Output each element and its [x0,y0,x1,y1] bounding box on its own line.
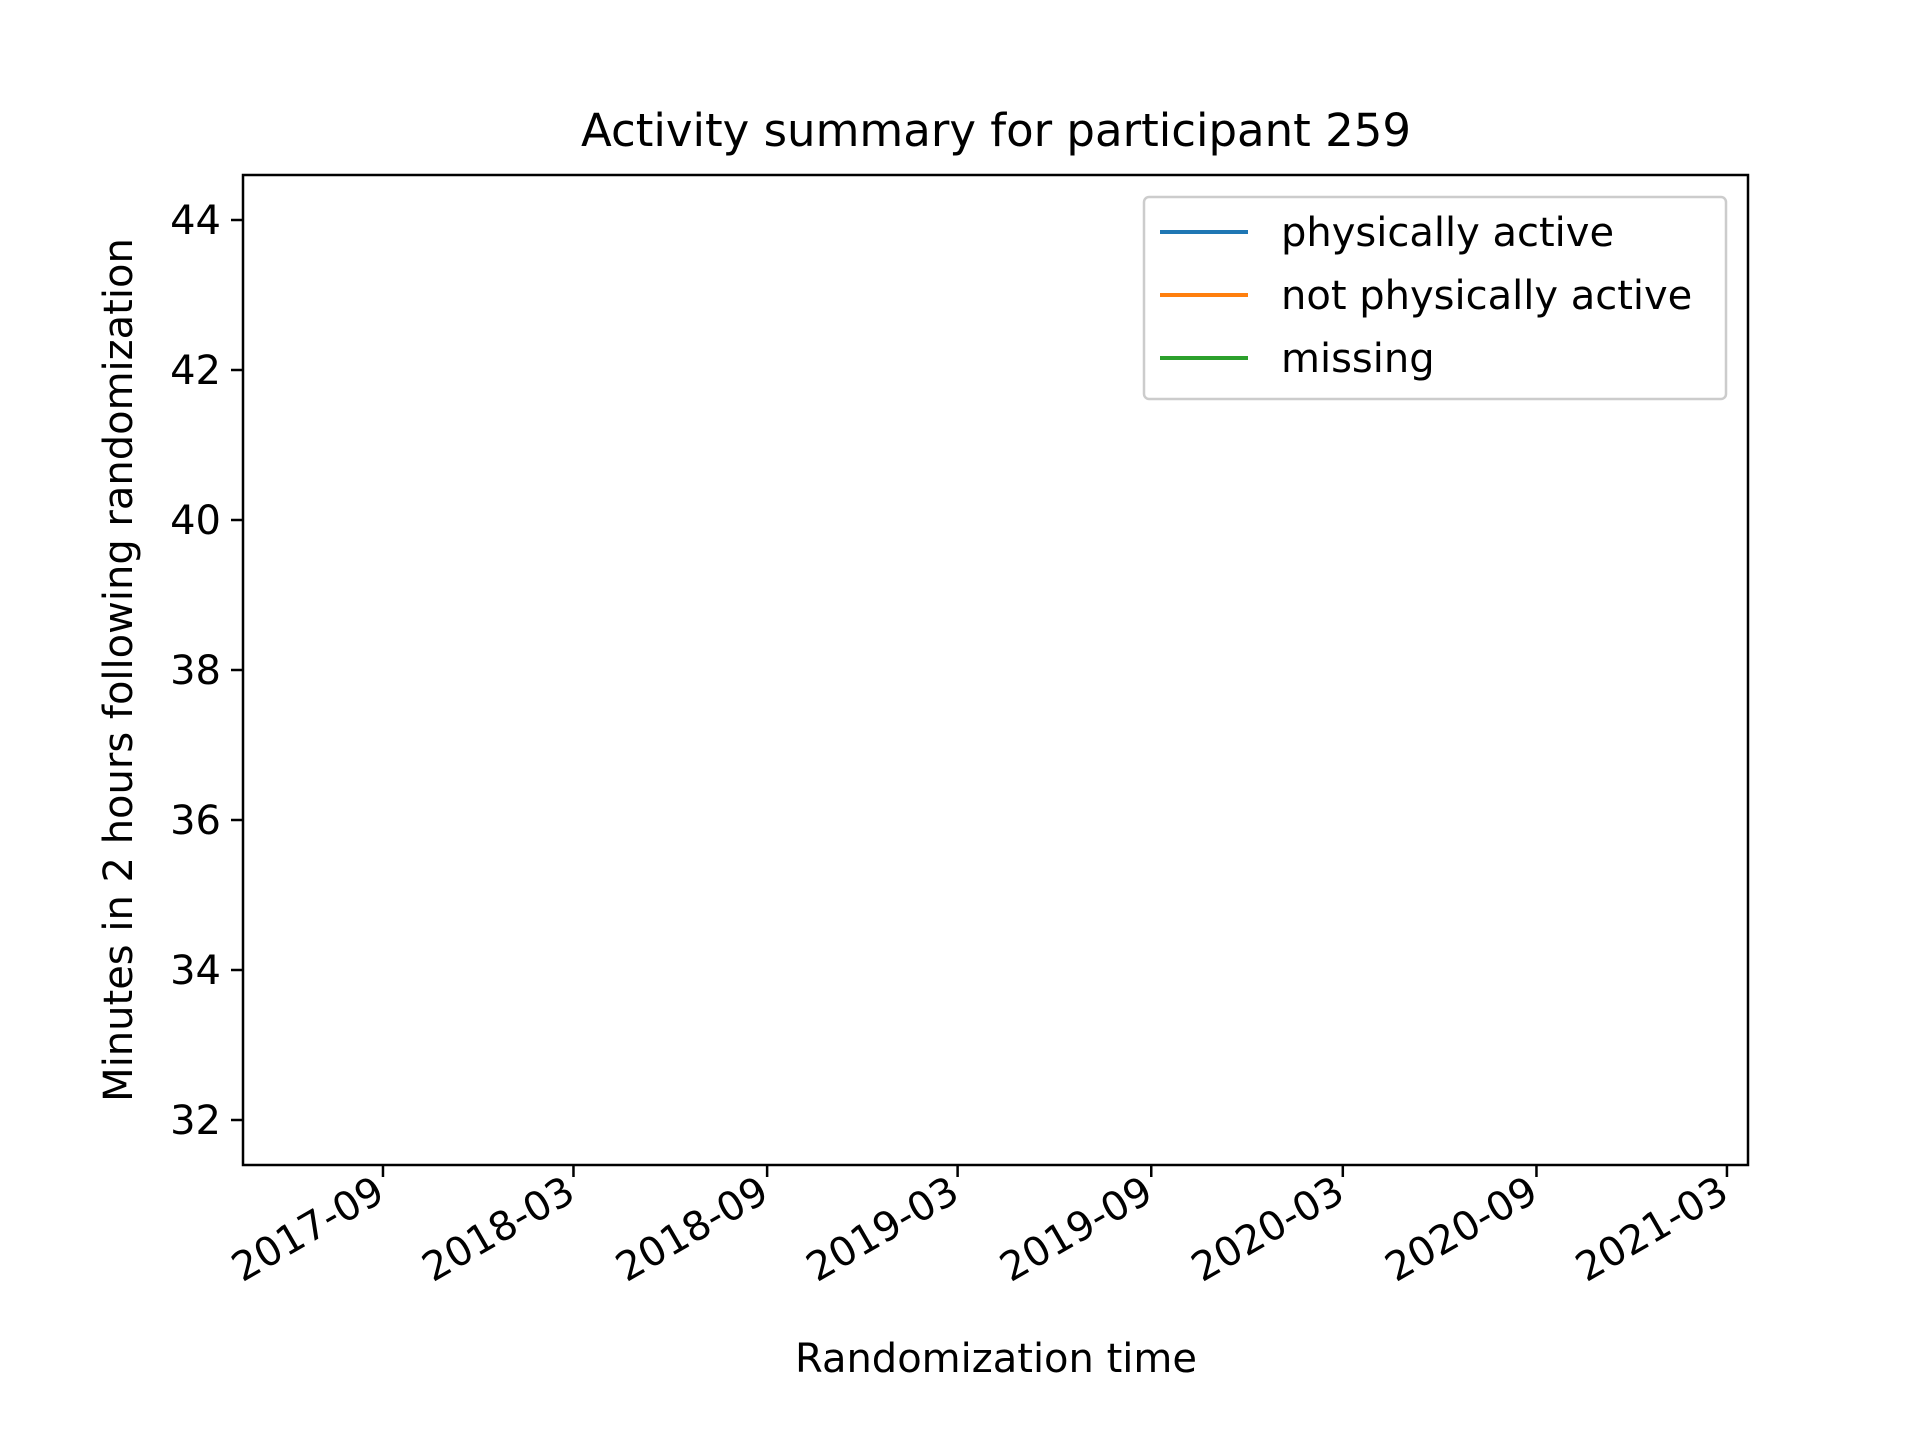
plot-frame [241,173,1750,1167]
y-tick-label: 38 [170,648,221,694]
legend: physically active not physically active mi… [1142,195,1728,401]
x-axis-label: Randomization time [795,1336,1197,1382]
y-axis-label: Minutes in 2 hours following randomizati… [96,238,142,1102]
legend-label: not physically active [1281,273,1692,319]
legend-label: physically active [1281,210,1614,256]
y-tick-label: 42 [170,348,221,394]
y-tick-label: 44 [170,198,221,244]
y-tick-label: 36 [170,798,221,844]
legend-label: missing [1281,336,1435,382]
chart-title: Activity summary for participant 259 [581,104,1411,157]
y-tick-label: 32 [170,1098,221,1144]
y-axis-ticks: 32 34 36 38 40 42 44 [170,198,243,1144]
y-tick-label: 40 [170,498,221,544]
legend-box [1142,195,1728,401]
y-tick-label: 34 [170,948,221,994]
legend-entries: physically active not physically active mi… [1160,210,1692,382]
